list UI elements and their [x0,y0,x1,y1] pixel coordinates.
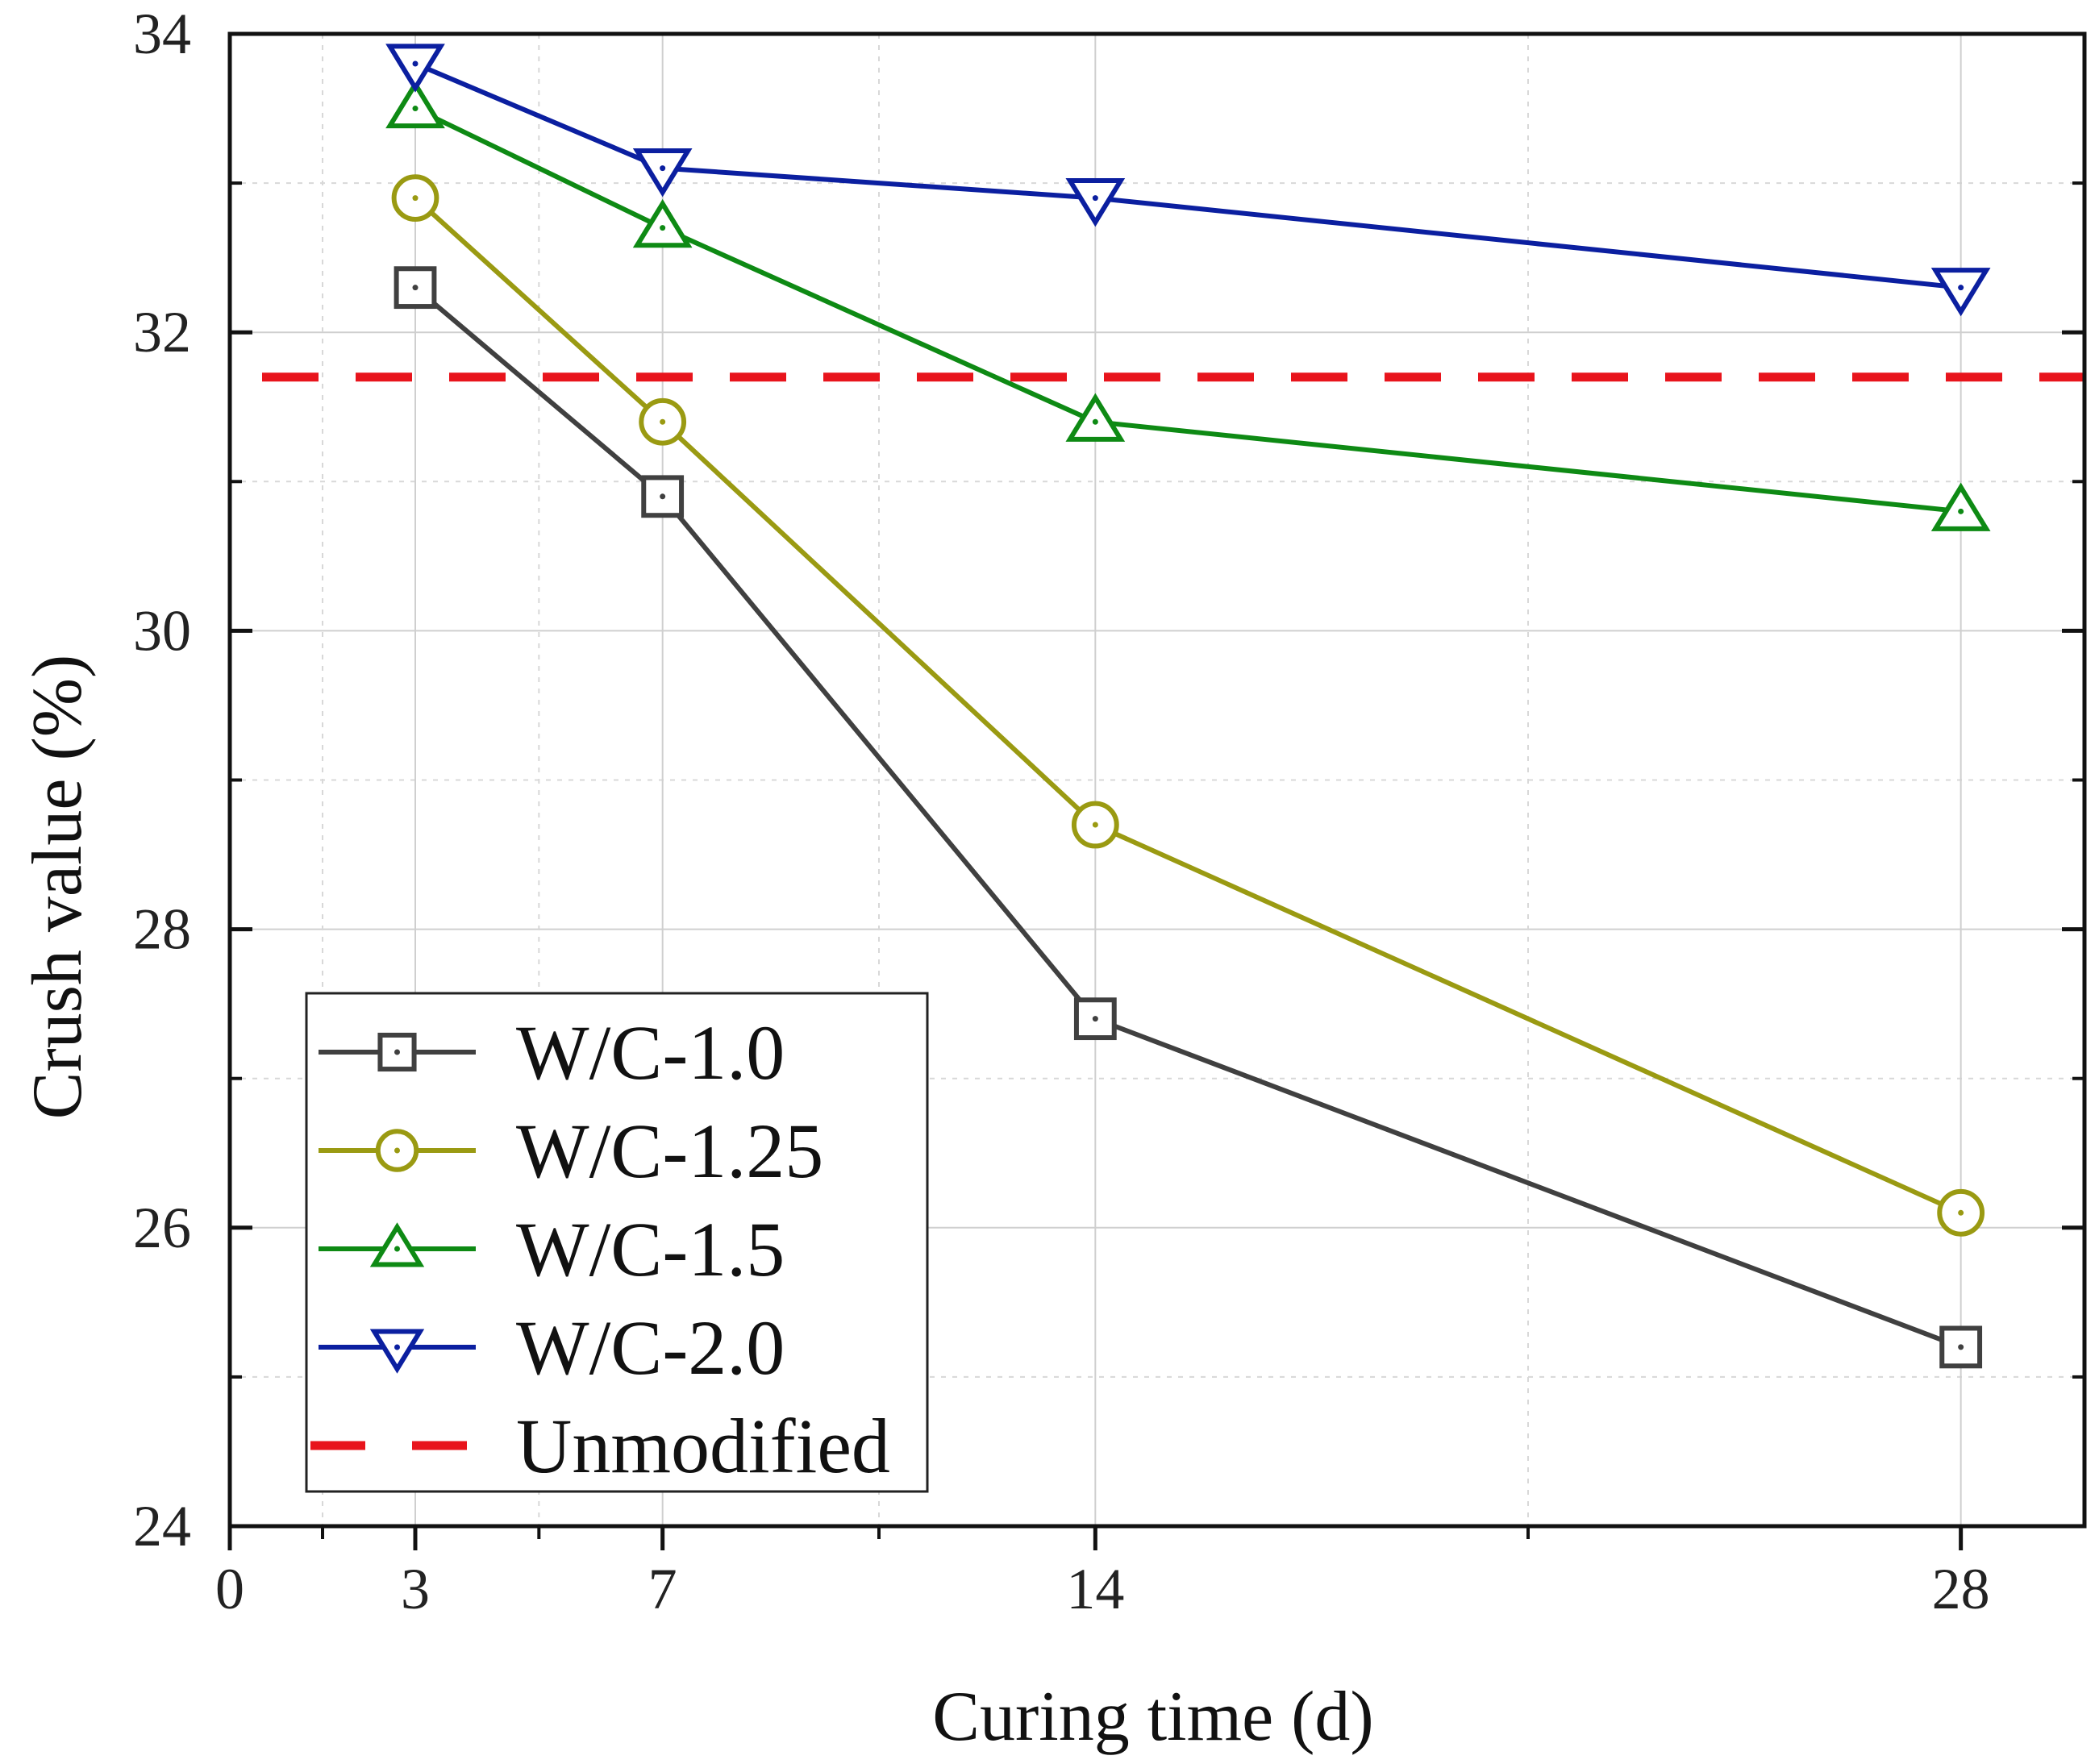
data-point-triangle-up-center-dot [1958,508,1964,514]
x-tick-label: 28 [1932,1557,1990,1621]
legend-marker-circle-center-dot [394,1147,400,1154]
legend-marker-square-center-dot [394,1049,400,1055]
y-tick-label: 28 [133,897,191,962]
legend-marker-triangle-up [369,1222,425,1267]
y-tick-label: 34 [133,2,191,66]
data-point-triangle-down-center-dot [1092,195,1098,202]
data-point-square-center-dot [412,285,419,291]
y-tick-label: 30 [133,598,191,663]
x-tick-label: 7 [648,1557,677,1621]
legend-marker-triangle-down [369,1329,425,1374]
y-axis-title: Crush value (%) [19,655,97,1120]
legend-label: W/C-1.5 [516,1206,785,1292]
legend: W/C-1.0 W/C-1.25 W/C-1.5 W/C-2.0 Unmodified [305,992,929,1493]
data-point-circle-center-dot [1092,822,1098,828]
legend-marker-triangle-up-center-dot [394,1246,400,1252]
legend-marker-triangle-down-center-dot [394,1344,400,1350]
data-point-triangle-down [1065,178,1126,227]
data-point-triangle-down [385,44,445,93]
legend-label: W/C-2.0 [516,1304,785,1391]
y-tick-label: 24 [133,1494,191,1558]
data-point-triangle-up [1930,482,1991,531]
series-lines [385,44,1991,1369]
data-point-triangle-down-center-dot [412,60,419,67]
legend-label: W/C-1.25 [516,1108,823,1194]
legend-entries: W/C-1.0 W/C-1.25 W/C-1.5 W/C-2.0 Unmodified [310,1009,890,1489]
series-line-2 [414,106,1961,514]
data-point-triangle-up-center-dot [1092,418,1098,425]
x-tick-label: 3 [401,1557,430,1621]
y-tick-label: 26 [133,1196,191,1260]
series-line-3 [414,61,1961,290]
series-line-1 [413,196,1962,1216]
data-point-circle-center-dot [1958,1209,1964,1216]
data-point-triangle-up-center-dot [660,225,666,231]
axes [227,31,2087,1550]
x-axis-title: Curing time (d) [932,1678,1373,1756]
data-point-triangle-up [1065,393,1126,442]
tick-labels: 24 26 28 30 32 34 0 3 7 14 28 [133,2,1990,1621]
data-point-square-center-dot [660,493,666,500]
data-point-square-center-dot [1092,1016,1098,1022]
data-point-square-center-dot [1958,1344,1964,1350]
data-point-triangle-down [632,148,693,198]
legend-box [305,992,929,1493]
legend-label: W/C-1.0 [516,1009,785,1096]
x-tick-label: 14 [1066,1557,1124,1621]
x-tick-label: 0 [215,1557,244,1621]
data-point-triangle-down-center-dot [1958,285,1964,291]
data-point-triangle-up [385,79,445,129]
data-point-triangle-up [632,198,693,248]
data-point-circle-center-dot [660,418,666,425]
y-tick-label: 32 [133,300,191,364]
data-point-circle-center-dot [412,195,419,202]
data-point-triangle-up-center-dot [412,106,419,112]
data-point-triangle-down-center-dot [660,165,666,172]
series-line-0 [414,285,1962,1350]
legend-label: Unmodified [516,1403,890,1489]
data-point-triangle-down [1930,268,1991,317]
